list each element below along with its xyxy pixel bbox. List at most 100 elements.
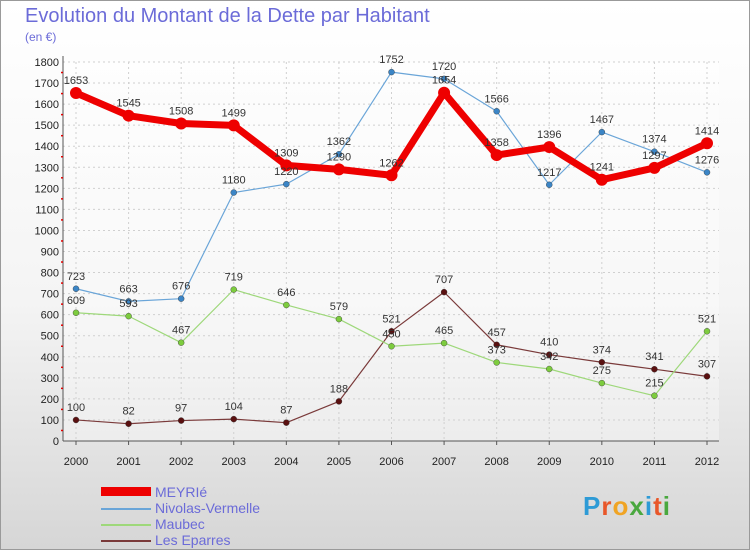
- data-point: [177, 339, 185, 346]
- data-label: 275: [593, 365, 611, 377]
- y-tick-label: 300: [41, 373, 59, 385]
- data-label: 1720: [432, 61, 456, 73]
- x-tick-label: 2008: [484, 456, 508, 468]
- logo-letter: x: [629, 491, 645, 521]
- data-label: 723: [67, 271, 85, 283]
- data-label: 1358: [484, 137, 508, 149]
- data-label: 593: [119, 298, 137, 310]
- data-point: [335, 398, 343, 405]
- data-point: [598, 379, 606, 387]
- data-point: [651, 366, 658, 373]
- logo-letter: r: [601, 491, 613, 521]
- data-point: [598, 128, 606, 136]
- data-point: [230, 189, 237, 196]
- data-label: 87: [280, 405, 292, 417]
- data-point: [230, 286, 237, 293]
- data-point: [72, 285, 80, 292]
- data-label: 707: [435, 274, 453, 286]
- data-point: [335, 315, 343, 323]
- data-label: 663: [119, 283, 137, 295]
- data-label: 1396: [537, 129, 561, 141]
- data-point: [438, 86, 451, 99]
- data-point: [122, 109, 135, 122]
- data-point: [230, 415, 237, 423]
- data-label: 1653: [64, 75, 88, 87]
- x-tick-label: 2009: [537, 456, 561, 468]
- data-label: 188: [330, 383, 348, 395]
- logo-letter: P: [583, 491, 602, 521]
- legend-swatch: [101, 487, 151, 496]
- data-point: [701, 137, 713, 150]
- x-tick-label: 2000: [64, 456, 88, 468]
- x-tick-label: 2002: [169, 456, 193, 468]
- data-point: [388, 343, 395, 350]
- data-point: [227, 119, 240, 132]
- data-point: [125, 312, 132, 320]
- data-label: 373: [487, 344, 505, 356]
- data-point: [280, 159, 293, 172]
- legend-swatch: [101, 540, 151, 542]
- data-point: [440, 288, 448, 296]
- x-tick-label: 2006: [379, 456, 403, 468]
- data-label: 521: [698, 313, 716, 325]
- y-tick-label: 1600: [35, 99, 59, 111]
- x-tick-label: 2005: [327, 456, 351, 468]
- data-point: [493, 108, 500, 115]
- data-point: [388, 68, 395, 76]
- x-tick-label: 2010: [590, 456, 614, 468]
- data-point: [703, 169, 711, 176]
- data-label: 1276: [695, 154, 719, 166]
- y-tick-label: 1400: [35, 141, 59, 153]
- x-tick-label: 2003: [222, 456, 246, 468]
- data-point: [177, 417, 185, 424]
- data-point: [543, 141, 556, 154]
- data-point: [440, 75, 448, 83]
- chart-title: Evolution du Montant de la Dette par Hab…: [25, 5, 430, 27]
- y-tick-label: 700: [41, 289, 59, 301]
- legend-label: Maubec: [155, 516, 205, 532]
- y-tick-label: 1000: [35, 225, 59, 237]
- data-label: 1752: [379, 54, 403, 66]
- data-point: [332, 163, 345, 176]
- data-label: 1290: [327, 151, 351, 163]
- y-tick-label: 1800: [35, 57, 59, 69]
- data-label: 1217: [537, 167, 561, 179]
- x-tick-label: 2012: [695, 456, 719, 468]
- data-label: 1654: [432, 75, 456, 87]
- data-point: [703, 328, 711, 335]
- data-point: [177, 295, 185, 302]
- data-point: [546, 365, 553, 373]
- data-point: [490, 149, 503, 162]
- data-point: [388, 328, 395, 335]
- logo-letter: i: [662, 491, 671, 521]
- data-label: 410: [540, 337, 558, 349]
- data-label: 307: [698, 358, 716, 370]
- data-point: [283, 180, 290, 188]
- data-label: 579: [330, 301, 348, 313]
- chart-subtitle: (en €): [25, 30, 57, 44]
- data-point: [598, 359, 606, 366]
- data-point: [175, 117, 188, 130]
- data-label: 1467: [590, 114, 614, 126]
- y-tick-label: 200: [41, 394, 59, 406]
- y-tick-label: 100: [41, 415, 59, 427]
- data-label: 646: [277, 287, 295, 299]
- data-label: 1545: [116, 98, 140, 110]
- data-point: [70, 86, 82, 99]
- logo-letter: i: [644, 491, 654, 521]
- data-label: 1262: [379, 157, 403, 169]
- data-label: 1508: [169, 105, 193, 117]
- data-label: 609: [67, 295, 85, 307]
- legend-label: Nivolas-Vermelle: [155, 500, 261, 516]
- data-label: 1499: [222, 107, 246, 119]
- data-point: [125, 298, 132, 305]
- legend-swatch: [101, 524, 151, 526]
- data-label: 1220: [274, 166, 298, 178]
- x-tick-label: 2001: [116, 456, 140, 468]
- data-label: 1297: [642, 150, 666, 162]
- legend-label: MEYRIé: [155, 484, 208, 500]
- data-label: 104: [225, 401, 243, 413]
- y-tick-label: 800: [41, 268, 59, 280]
- x-tick-label: 2004: [274, 456, 298, 468]
- data-point: [703, 373, 711, 380]
